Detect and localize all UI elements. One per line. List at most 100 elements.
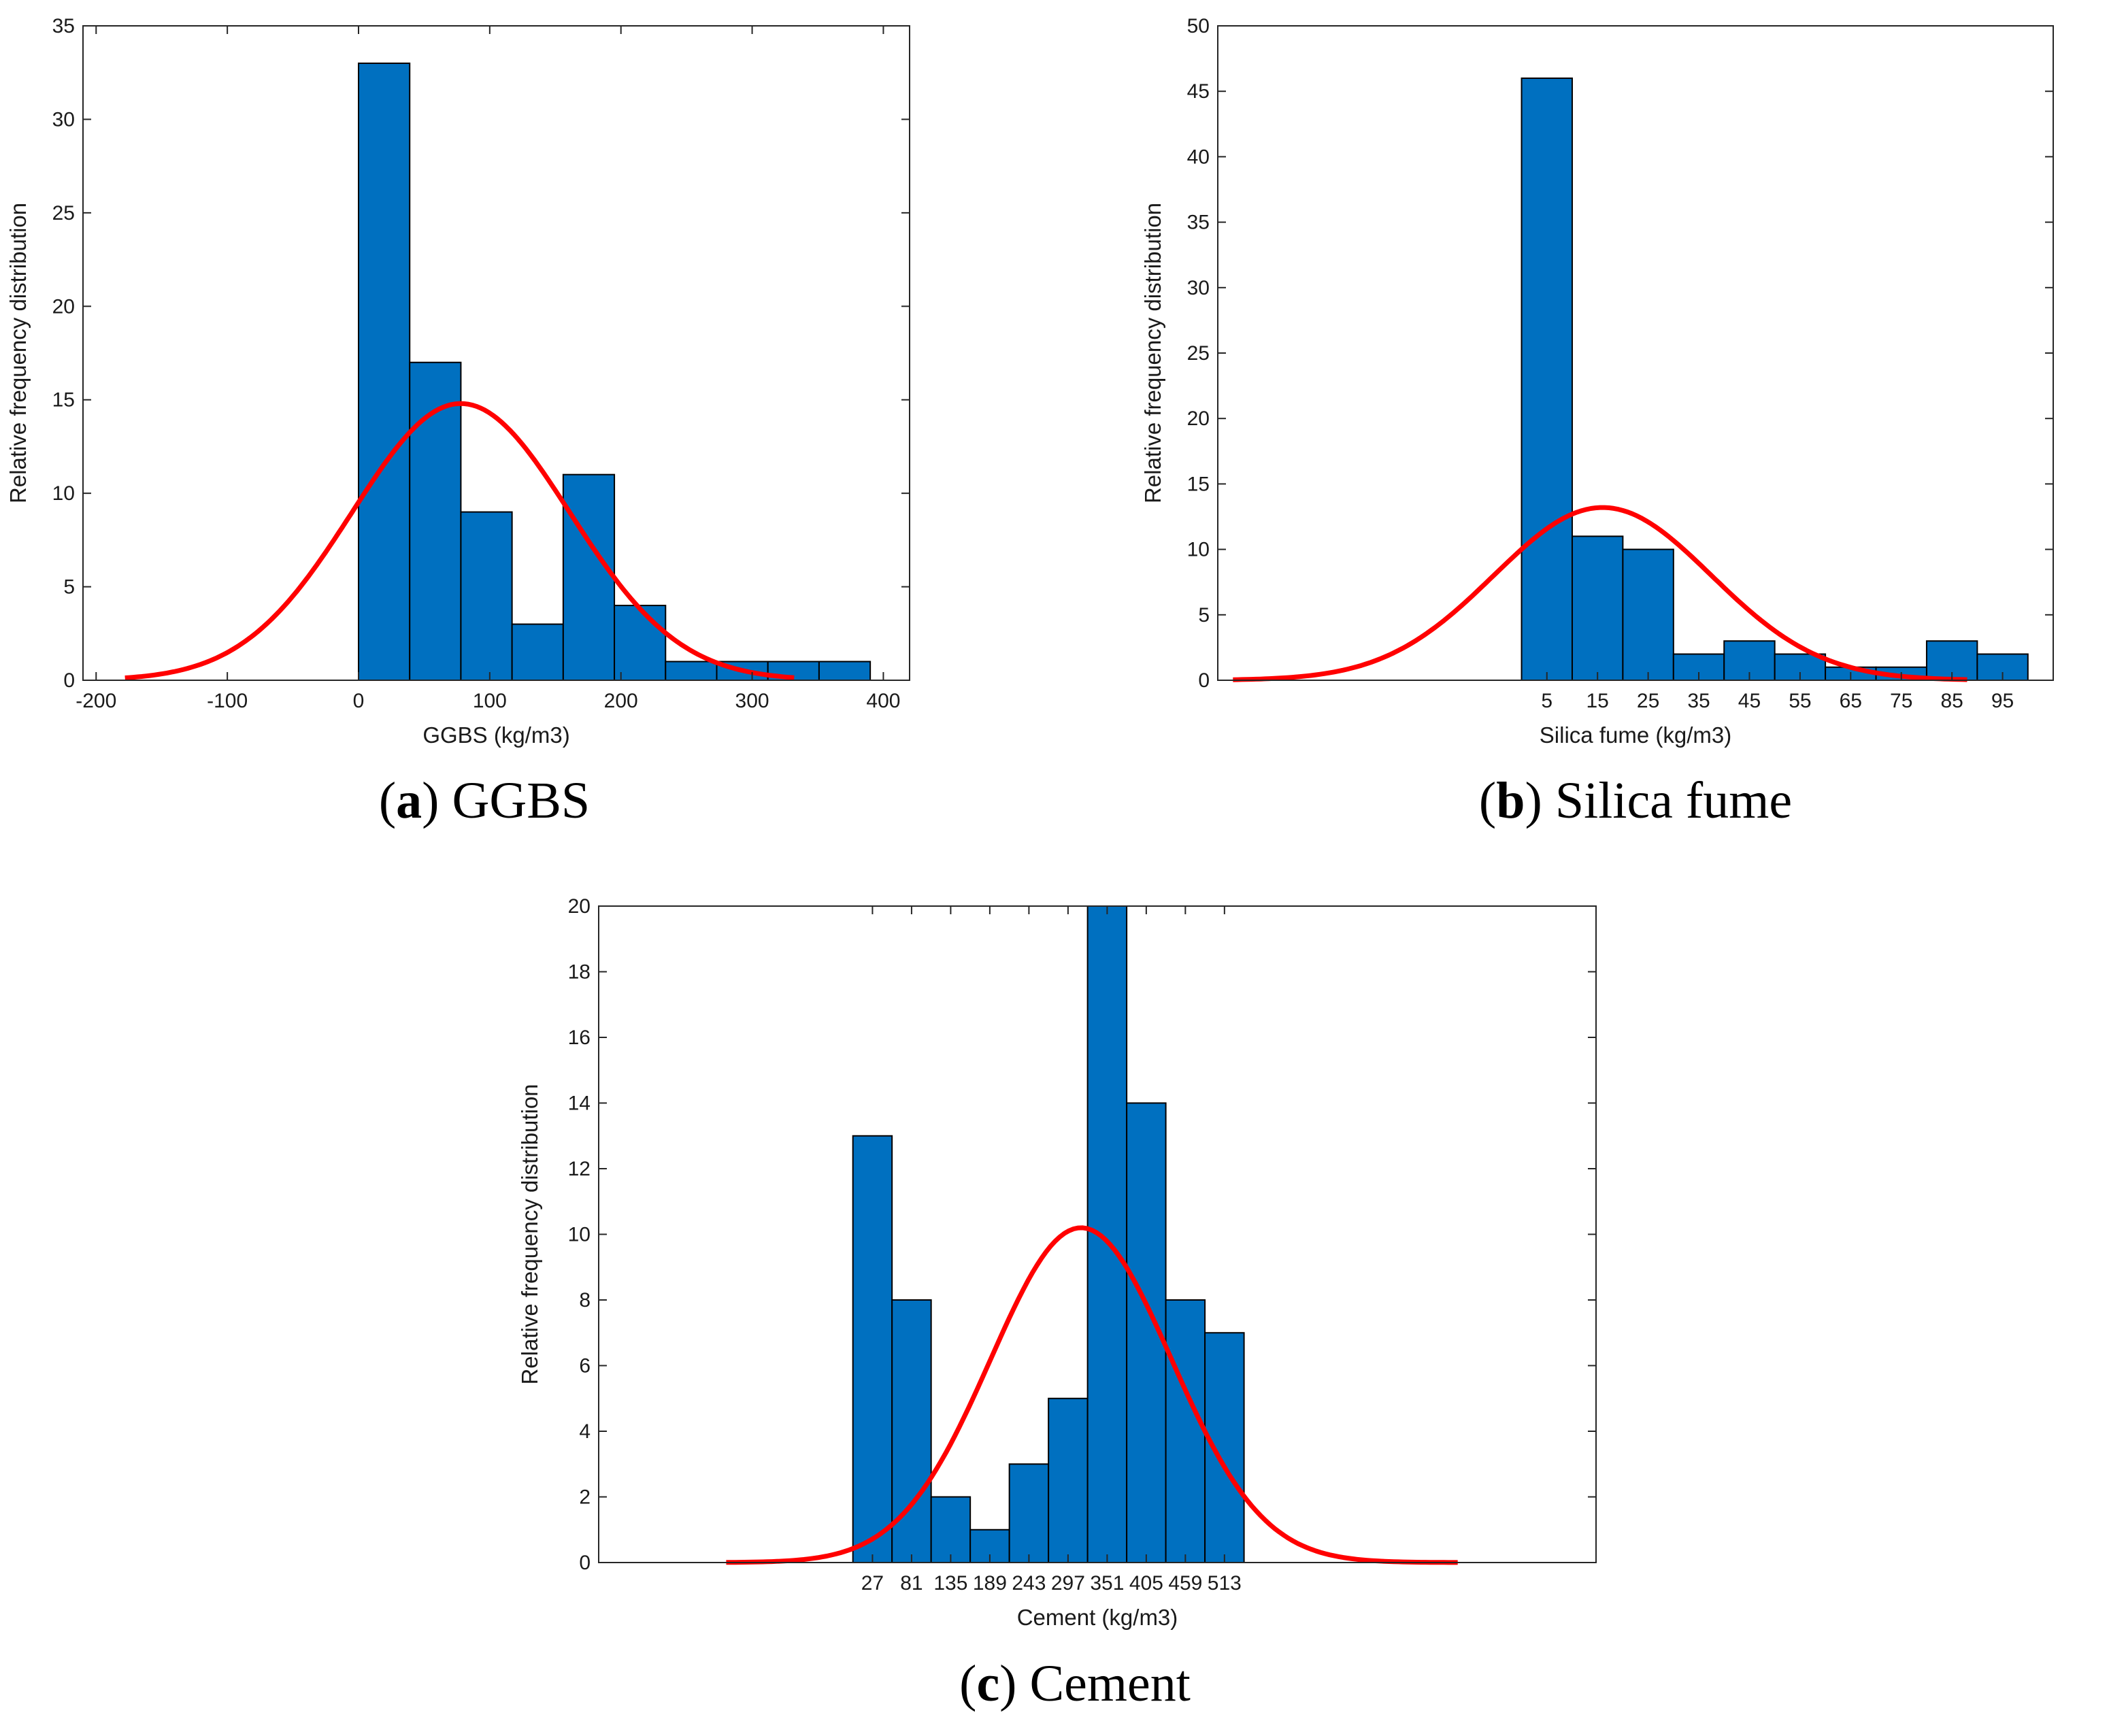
y-tick-label: 25 [1187,342,1210,365]
y-tick-label: 16 [568,1026,591,1049]
x-tick-label: 85 [1940,690,1963,712]
y-tick-label: 5 [63,576,75,599]
caption-letter: c [976,1655,999,1712]
bar [1521,77,1573,681]
caption-text: Cement [1029,1655,1190,1712]
x-tick-label: 15 [1586,690,1608,712]
y-tick-label: 10 [52,482,75,505]
x-tick-label: 35 [1687,690,1710,712]
x-tick-label: 55 [1789,690,1811,712]
chart-cement: 0 2 4 6 8 10 12 14 16 18 20 27 81 135 189 243 297 351 405 4… [517,895,1597,1712]
y-tick-label: 2 [579,1486,591,1509]
x-tick-label: 300 [735,690,769,712]
bar [1571,535,1624,681]
x-tick-label: 400 [866,690,900,712]
x-tick-label: 5 [1541,690,1552,712]
x-tick-label: 513 [1208,1572,1242,1595]
normal-fit-curve [124,401,795,680]
y-tick-label: 8 [579,1289,591,1312]
x-axis-label: GGBS (kg/m3) [422,722,569,748]
y-tick-label: 25 [52,202,75,224]
y-tick-label: 10 [1187,539,1210,561]
x-tick-label: 189 [973,1572,1007,1595]
normal-fit-curve [1233,505,1967,682]
y-tick-label: 30 [1187,277,1210,299]
bar [1165,1299,1206,1563]
normal-fit-curve [726,1225,1458,1565]
x-axis-label: Cement (kg/m3) [1017,1605,1178,1630]
y-tick-label: 20 [568,895,591,918]
bar [1086,905,1128,1563]
bar [1008,1463,1050,1563]
bar [511,623,564,681]
y-tick-label: 14 [568,1092,591,1115]
x-tick-label: 75 [1890,690,1912,712]
y-tick-label: 18 [568,961,591,984]
x-tick-label: 0 [353,690,365,712]
axes-box [82,25,910,681]
x-tick-label: 351 [1090,1572,1124,1595]
caption-letter: b [1496,772,1525,829]
x-tick-label: -200 [76,690,116,712]
bar [460,511,513,682]
y-axis-label: Relative frequency distribution [5,203,31,503]
bar [614,605,667,681]
x-tick-label: 135 [933,1572,967,1595]
x-axis-label: Silica fume (kg/m3) [1540,722,1731,748]
panel-caption: (b) Silica fume [1479,772,1792,829]
bar [891,1299,932,1563]
x-tick-label: 100 [473,690,507,712]
caption-text: GGBS [452,772,590,829]
bar [665,661,718,681]
bar [562,473,616,682]
x-tick-label: 243 [1012,1572,1046,1595]
panel-caption: (a) GGBS [379,772,590,829]
x-tick-label: 297 [1051,1572,1085,1595]
y-tick-label: 35 [1187,212,1210,234]
bar [1204,1332,1245,1563]
y-tick-label: 35 [52,15,75,37]
chart-ggbs: 0 5 10 15 20 25 30 35 -200 -100 0 100 200 300 400 GGBS … [5,15,910,829]
y-tick-label: 15 [52,389,75,412]
y-tick-label: 20 [1187,407,1210,430]
bar [818,661,871,681]
x-tick-label: 405 [1129,1572,1163,1595]
x-tick-label: -100 [207,690,248,712]
y-axis-label: Relative frequency distribution [1140,203,1165,503]
y-tick-label: 15 [1187,473,1210,495]
bar [1048,1397,1089,1563]
y-tick-label: 4 [579,1420,591,1443]
x-tick-label: 25 [1637,690,1659,712]
x-tick-label: 27 [861,1572,884,1595]
bar [1622,548,1674,681]
y-tick-label: 6 [579,1355,591,1378]
x-tick-label: 45 [1738,690,1761,712]
y-tick-label: 45 [1187,80,1210,103]
y-tick-label: 30 [52,108,75,131]
x-tick-label: 459 [1168,1572,1202,1595]
caption-text: Silica fume [1555,772,1792,829]
bar [1976,653,2029,682]
x-tick-label: 81 [900,1572,923,1595]
y-tick-label: 40 [1187,146,1210,168]
y-tick-label: 0 [1198,669,1210,692]
bar [930,1496,972,1563]
y-axis-label: Relative frequency distribution [517,1084,542,1384]
bar [852,1135,893,1563]
bar [358,62,411,681]
y-tick-label: 0 [579,1552,591,1574]
x-tick-label: 200 [604,690,638,712]
y-tick-label: 5 [1198,604,1210,627]
y-tick-label: 50 [1187,15,1210,37]
y-tick-label: 12 [568,1158,591,1180]
y-tick-label: 20 [52,295,75,318]
bar [409,361,462,681]
chart-silica-fume: 0 5 10 15 20 25 30 35 40 45 50 5 15 25 35 45 55 65 75 85 95 S… [1140,15,2054,829]
x-tick-label: 65 [1840,690,1862,712]
caption-letter: a [396,772,422,829]
y-tick-label: 0 [63,669,75,692]
panel-caption: (c) Cement [959,1655,1191,1712]
x-tick-label: 95 [1991,690,2014,712]
y-tick-label: 10 [568,1224,591,1246]
